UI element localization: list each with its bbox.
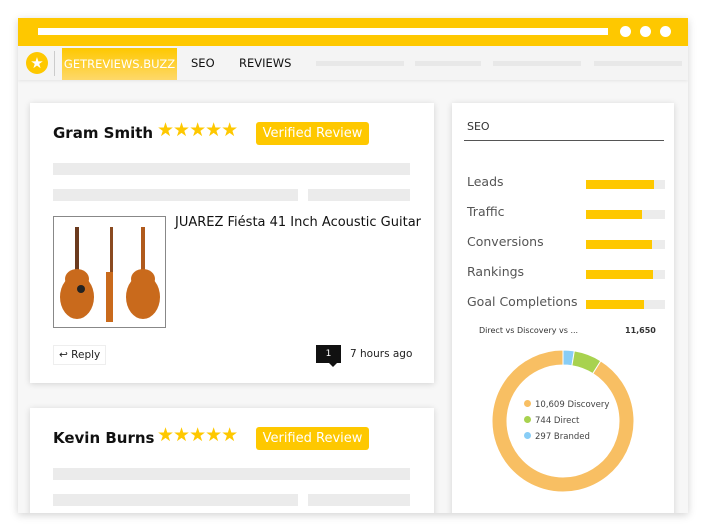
text-placeholder xyxy=(53,468,410,480)
reviewer-name: Kevin Burns xyxy=(53,429,155,447)
donut-slice-discovery xyxy=(491,349,635,493)
metric-progress-fill xyxy=(586,180,654,189)
reply-arrow-icon: ↩ xyxy=(59,349,68,361)
legend-label: 10,609 Discovery xyxy=(535,400,610,410)
window-dot-icon[interactable] xyxy=(640,26,651,37)
nav-placeholder xyxy=(415,61,481,66)
nav-placeholder xyxy=(316,61,404,66)
nav-placeholder xyxy=(594,61,682,66)
text-placeholder xyxy=(308,189,410,201)
metric-progress-fill xyxy=(586,270,654,279)
title-bar xyxy=(18,18,688,46)
text-placeholder xyxy=(53,163,410,175)
metric-progress-bar xyxy=(586,180,665,189)
product-image[interactable] xyxy=(53,216,166,328)
divider xyxy=(54,51,55,76)
product-title[interactable]: JUAREZ Fiésta 41 Inch Acoustic Guitar xyxy=(175,215,422,230)
metric-progress-bar xyxy=(586,240,665,249)
nav-bar: ★ GETREVIEWS.BUZZ SEO REVIEWS xyxy=(18,47,688,80)
star-rating: ★★★★★ xyxy=(157,119,238,141)
reply-button[interactable]: ↩ Reply xyxy=(53,345,106,365)
metric-progress-bar xyxy=(586,210,665,219)
star-rating: ★★★★★ xyxy=(157,424,238,446)
tab-reviews[interactable]: REVIEWS xyxy=(239,56,292,70)
legend-dot-icon xyxy=(524,432,531,439)
chart-title: Direct vs Discovery vs ... xyxy=(479,326,579,335)
text-placeholder xyxy=(53,189,298,201)
review-card: Kevin Burns ★★★★★ Verified Review xyxy=(30,408,434,513)
window-dot-icon[interactable] xyxy=(660,26,671,37)
star-logo-icon[interactable]: ★ xyxy=(26,52,48,74)
metric-label: Traffic xyxy=(467,204,505,219)
legend-item: 297 Branded xyxy=(524,432,590,442)
metric-progress-bar xyxy=(586,300,665,309)
metric-label: Goal Completions xyxy=(467,294,578,309)
legend-item: 10,609 Discovery xyxy=(524,400,609,410)
browser-window: ★ GETREVIEWS.BUZZ SEO REVIEWS Gram Smith… xyxy=(18,18,688,513)
metric-progress-fill xyxy=(586,300,645,309)
seo-title: SEO xyxy=(467,120,490,133)
reply-label: Reply xyxy=(71,349,101,361)
text-placeholder xyxy=(53,494,298,506)
divider xyxy=(464,140,664,141)
metric-label: Conversions xyxy=(467,234,544,249)
tab-seo[interactable]: SEO xyxy=(191,56,215,70)
window-dot-icon[interactable] xyxy=(620,26,631,37)
verified-badge: Verified Review xyxy=(256,427,369,450)
reviewer-name: Gram Smith xyxy=(53,124,154,142)
metric-progress-fill xyxy=(586,210,643,219)
metric-label: Leads xyxy=(467,174,504,189)
legend-item: 744 Direct xyxy=(524,416,579,426)
nav-placeholder xyxy=(493,61,581,66)
tab-getreviews[interactable]: GETREVIEWS.BUZZ xyxy=(62,48,177,80)
legend-dot-icon xyxy=(524,400,531,407)
verified-badge: Verified Review xyxy=(256,122,369,145)
metric-progress-bar xyxy=(586,270,665,279)
donut-chart xyxy=(491,349,635,493)
chart-total: 11,650 xyxy=(625,326,656,335)
timestamp: 7 hours ago xyxy=(350,348,413,360)
legend-label: 297 Branded xyxy=(535,432,590,442)
metric-progress-fill xyxy=(586,240,653,249)
legend-label: 744 Direct xyxy=(535,416,580,426)
legend-dot-icon xyxy=(524,416,531,423)
seo-panel: SEO Leads Traffic Conversions Rankings Goal … xyxy=(452,103,674,513)
guitar-image xyxy=(60,227,160,322)
review-card: Gram Smith ★★★★★ Verified Review JUAREZ … xyxy=(30,103,434,383)
address-bar[interactable] xyxy=(38,28,608,35)
metric-label: Rankings xyxy=(467,264,525,279)
comment-count-icon[interactable]: 1 xyxy=(316,345,341,367)
text-placeholder xyxy=(308,494,410,506)
